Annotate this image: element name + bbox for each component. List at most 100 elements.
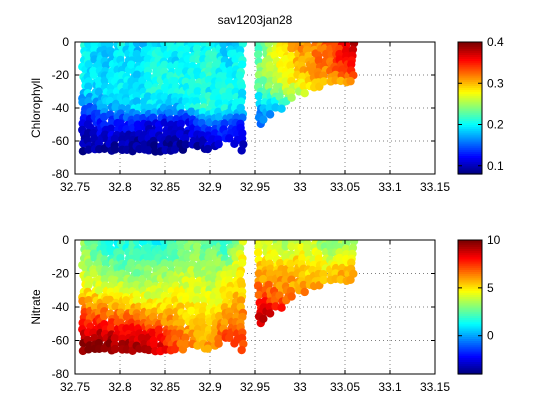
x-tick-label: 32.8 bbox=[108, 180, 132, 194]
colorbar-tick-label: 0.2 bbox=[487, 118, 504, 132]
colorbar-segment bbox=[458, 296, 482, 300]
data-point bbox=[225, 92, 235, 101]
colorbar-segment bbox=[458, 95, 482, 99]
data-point bbox=[235, 269, 245, 279]
y-tick-label: 0 bbox=[62, 35, 69, 49]
colorbar-segment bbox=[458, 334, 482, 337]
colorbar-segment bbox=[458, 294, 482, 298]
chlorophyll-ylabel: Chlorophyll bbox=[29, 78, 43, 138]
data-point bbox=[287, 93, 296, 102]
data-point bbox=[348, 45, 358, 54]
x-tick-label: 32.85 bbox=[150, 180, 180, 194]
data-point bbox=[253, 50, 263, 59]
data-point bbox=[286, 259, 295, 269]
colorbar-segment bbox=[458, 99, 482, 103]
data-point bbox=[111, 344, 120, 354]
data-point bbox=[106, 124, 116, 133]
colorbar-segment bbox=[458, 54, 482, 58]
data-point bbox=[126, 60, 136, 69]
data-point bbox=[253, 248, 263, 257]
data-point bbox=[314, 56, 324, 65]
colorbar-segment bbox=[458, 124, 482, 128]
data-point bbox=[89, 269, 99, 278]
colorbar-tick-label: 0.4 bbox=[487, 35, 504, 49]
colorbar-segment bbox=[458, 267, 482, 270]
colorbar-segment bbox=[458, 317, 482, 321]
data-point bbox=[132, 70, 142, 79]
colorbar-segment bbox=[458, 275, 482, 279]
data-point bbox=[134, 302, 143, 311]
colorbar-frame bbox=[457, 41, 483, 175]
data-point bbox=[84, 240, 93, 247]
data-point bbox=[111, 145, 120, 154]
data-point bbox=[121, 296, 131, 305]
data-point bbox=[132, 268, 142, 278]
colorbar-segment bbox=[458, 145, 482, 148]
colorbar-segment bbox=[458, 97, 482, 101]
colorbar-segment bbox=[458, 304, 482, 308]
data-point bbox=[254, 290, 264, 300]
colorbar-segment bbox=[458, 244, 482, 247]
data-point bbox=[181, 134, 190, 143]
colorbar-segment bbox=[458, 248, 482, 252]
colorbar-segment bbox=[458, 260, 482, 264]
colorbar-segment bbox=[458, 157, 482, 161]
data-point bbox=[277, 104, 286, 113]
x-tick-label: 32.95 bbox=[240, 380, 270, 394]
x-tick-label: 33.1 bbox=[378, 180, 402, 194]
colorbar-segment bbox=[458, 72, 482, 76]
colorbar-segment bbox=[458, 155, 482, 159]
chlorophyll-x-ticks: 32.75 32.8 32.85 32.9 32.95 33 33.05 33.1 33.15 bbox=[60, 42, 450, 194]
colorbar-segment bbox=[458, 348, 482, 352]
data-point bbox=[144, 81, 153, 90]
data-point bbox=[187, 306, 196, 315]
data-point bbox=[84, 345, 93, 354]
colorbar-segment bbox=[458, 277, 482, 281]
data-point bbox=[83, 249, 93, 258]
data-point bbox=[347, 60, 356, 69]
colorbar-segment bbox=[458, 250, 482, 254]
data-point bbox=[84, 145, 93, 154]
data-point bbox=[224, 333, 234, 342]
data-point bbox=[219, 42, 228, 49]
colorbar-segment bbox=[458, 93, 482, 97]
nitrate-colorbar: 0 5 10 bbox=[457, 233, 501, 375]
colorbar-segment bbox=[458, 269, 482, 273]
colorbar-segment bbox=[458, 52, 482, 55]
colorbar-segment bbox=[458, 77, 482, 80]
colorbar-tick-label: 0.3 bbox=[487, 76, 504, 90]
colorbar-segment bbox=[458, 114, 482, 117]
data-point bbox=[254, 91, 264, 101]
data-point bbox=[176, 318, 186, 328]
data-point bbox=[203, 344, 213, 353]
colorbar-segment bbox=[458, 252, 482, 256]
colorbar-segment bbox=[458, 363, 482, 367]
colorbar-segment bbox=[458, 300, 482, 304]
colorbar-segment bbox=[458, 332, 482, 335]
colorbar-segment bbox=[458, 263, 482, 266]
colorbar-segment bbox=[458, 357, 482, 360]
data-point bbox=[314, 254, 324, 264]
colorbar-segment bbox=[458, 70, 482, 74]
colorbar-segment bbox=[458, 319, 482, 323]
colorbar-segment bbox=[458, 128, 482, 132]
colorbar-segment bbox=[458, 42, 482, 45]
data-point bbox=[214, 139, 223, 149]
y-tick-label: -20 bbox=[52, 267, 70, 281]
colorbar-segment bbox=[458, 254, 482, 258]
colorbar-segment bbox=[458, 167, 482, 171]
data-point bbox=[84, 258, 93, 267]
colorbar-segment bbox=[458, 138, 482, 142]
data-point bbox=[264, 240, 273, 246]
colorbar-segment bbox=[458, 350, 482, 354]
data-point bbox=[193, 87, 202, 96]
colorbar-segment bbox=[458, 279, 482, 283]
colorbar-segment bbox=[458, 141, 482, 144]
colorbar-segment bbox=[458, 91, 482, 95]
x-tick-label: 33.05 bbox=[330, 380, 360, 394]
colorbar-segment bbox=[458, 126, 482, 130]
data-point bbox=[214, 81, 224, 90]
data-point bbox=[170, 145, 180, 154]
colorbar-segment bbox=[458, 169, 482, 173]
